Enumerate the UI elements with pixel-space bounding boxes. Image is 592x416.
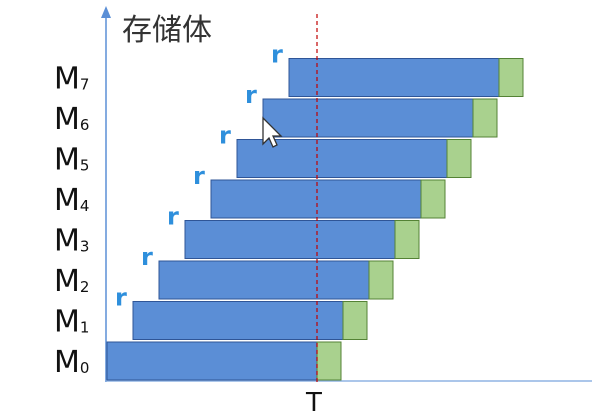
timing-bars [106,58,524,381]
recovery-bar-m4 [420,179,446,219]
recovery-bar-m7 [498,58,524,97]
access-bar-m0 [106,341,318,381]
module-label-m2: M2 [54,264,89,299]
time-marker-label: T [305,388,322,416]
recovery-bar-m1 [342,301,368,340]
access-marker-r-m3: r [167,203,179,231]
module-label-m6: M6 [54,102,89,137]
module-labels: M0 M1 M2 M3 M4 M5 M6 M7 [54,62,89,381]
module-label-m7: M7 [54,62,89,97]
y-axis-arrow-icon [101,6,111,18]
module-label-m3: M3 [54,224,89,259]
access-marker-r-m6: r [245,81,257,109]
access-marker-r-m2: r [141,243,153,271]
module-label-m4: M4 [54,183,89,218]
access-marker-r-m4: r [193,162,205,190]
access-marker-r-m5: r [219,122,231,150]
access-bar-m3 [184,220,396,259]
recovery-bar-m3 [394,220,420,259]
access-bar-m2 [158,260,370,300]
recovery-bar-m0 [316,341,342,381]
recovery-bar-m5 [446,139,472,178]
access-marker-r-m7: r [271,41,283,69]
access-bar-m1 [132,301,344,340]
access-bar-m4 [210,179,422,219]
access-bar-m7 [288,58,500,97]
access-bar-m5 [236,139,448,178]
recovery-bar-m6 [472,98,498,138]
access-marker-r-m1: r [115,284,127,312]
recovery-bar-m2 [368,260,394,300]
module-label-m0: M0 [54,345,89,380]
cursor-icon [262,116,283,148]
y-axis-title: 存储体 [122,13,212,48]
access-bar-m6 [262,98,474,138]
module-label-m5: M5 [54,143,89,178]
module-label-m1: M1 [54,305,89,340]
